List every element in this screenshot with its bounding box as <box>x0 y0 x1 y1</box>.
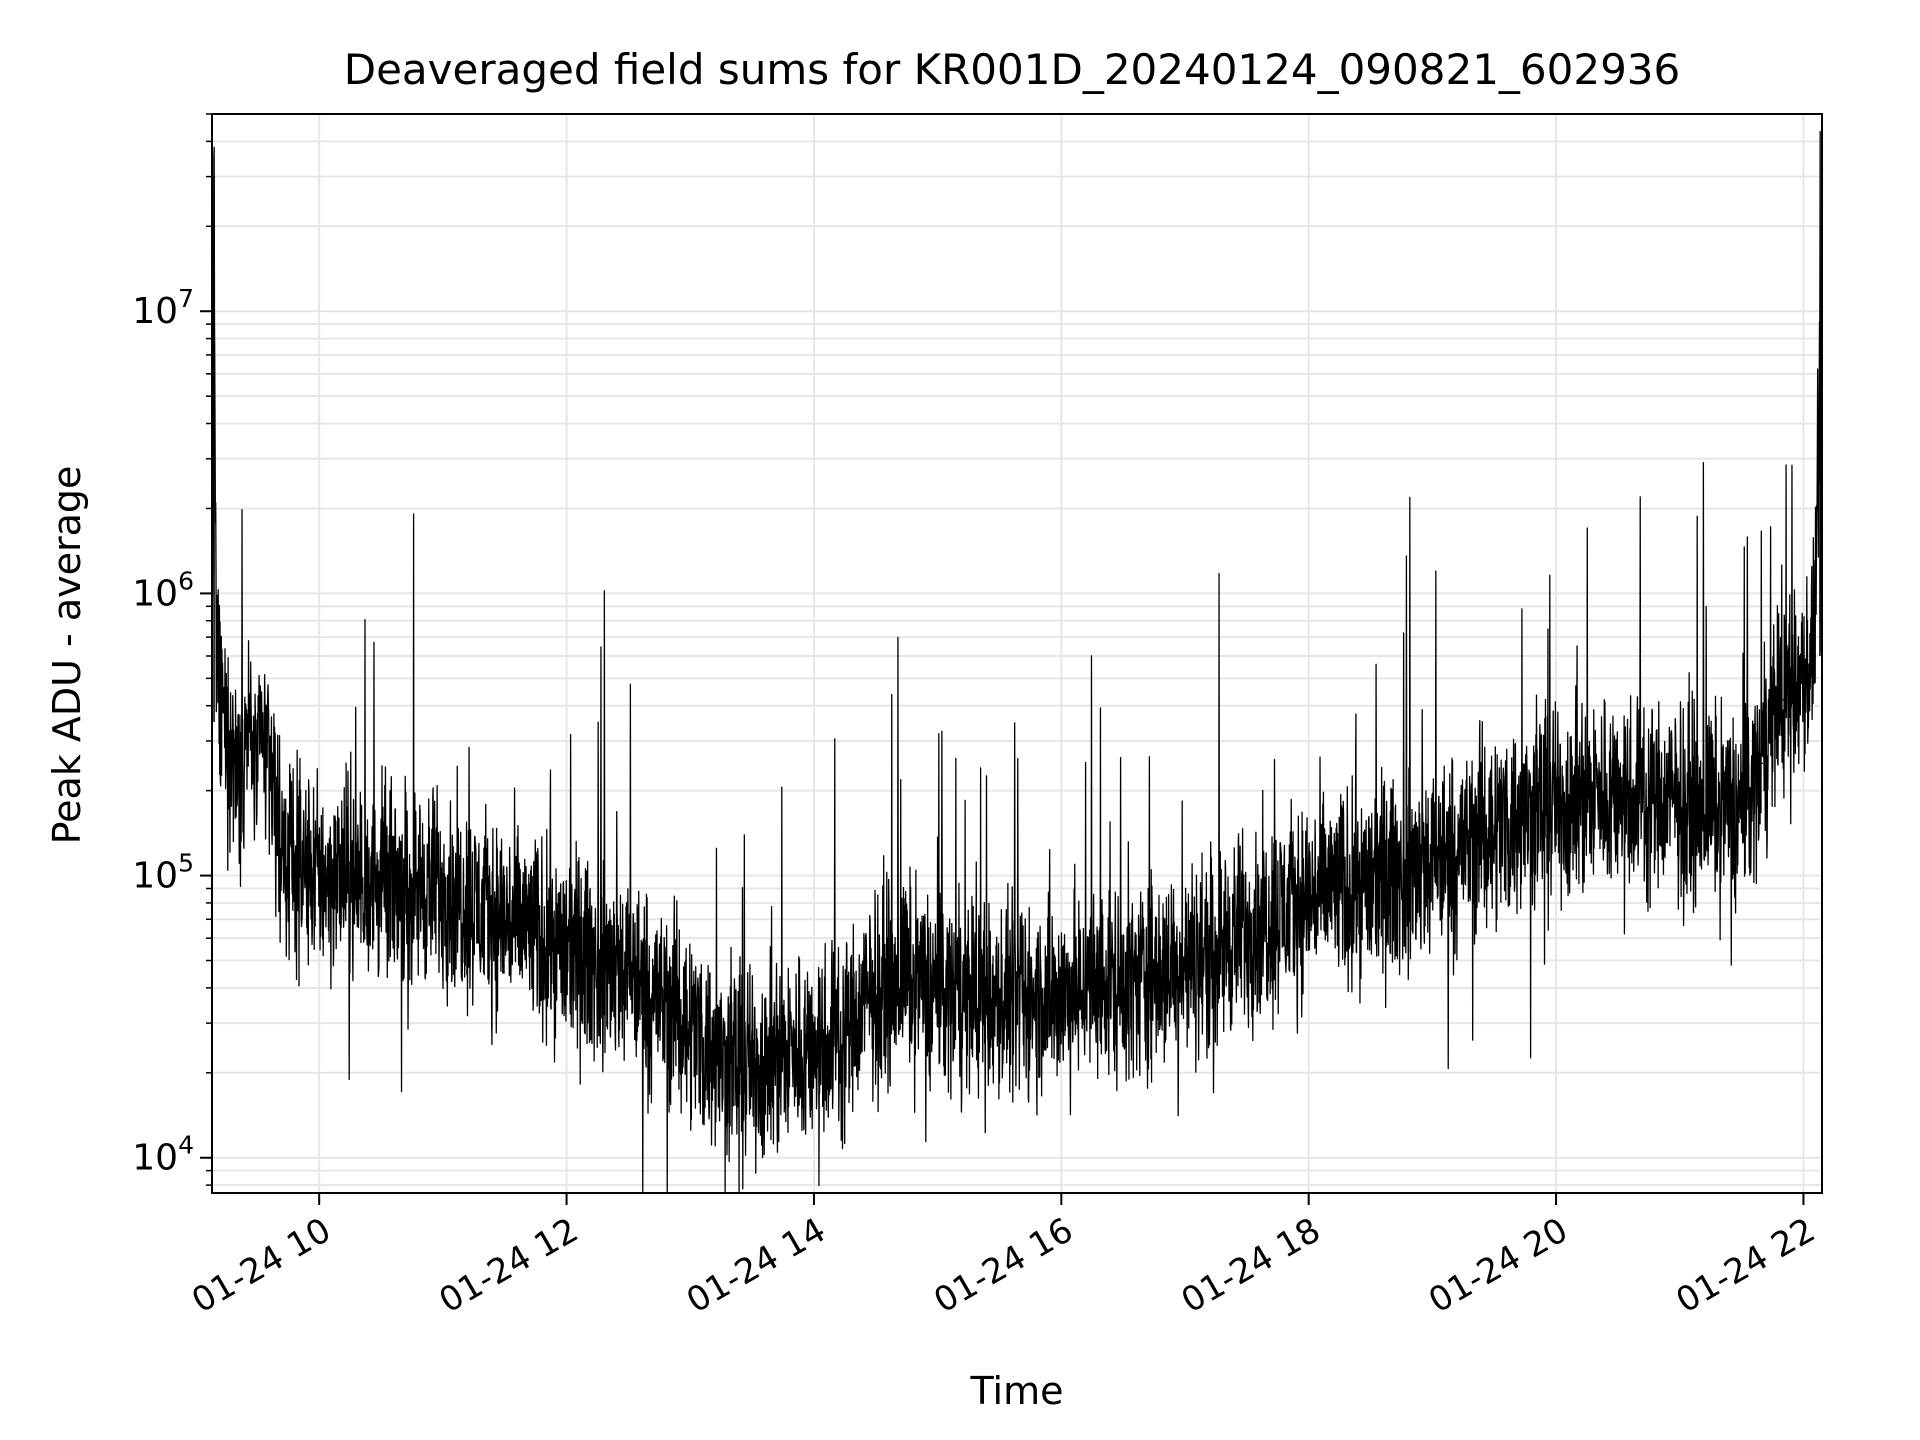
data-point <box>256 762 259 765</box>
y-tick-label: 105 <box>132 849 194 897</box>
data-point <box>844 1030 846 1033</box>
data-point <box>905 972 908 975</box>
data-point <box>1782 698 1784 701</box>
data-point <box>813 1044 815 1047</box>
data-point <box>1060 993 1063 995</box>
data-point <box>1307 894 1310 897</box>
data-point <box>318 874 320 877</box>
data-point <box>246 721 248 723</box>
data-point <box>442 887 444 890</box>
data-point <box>751 1066 753 1068</box>
data-point <box>782 1054 784 1057</box>
data-point <box>225 740 228 742</box>
data-point <box>1369 881 1372 883</box>
data-point <box>1493 825 1496 827</box>
data-point <box>689 1022 692 1024</box>
data-point <box>503 918 506 921</box>
data-point <box>1184 964 1186 967</box>
y-tick-label: 106 <box>132 566 194 614</box>
data-point <box>874 987 877 989</box>
data-point <box>1555 802 1557 805</box>
data-point <box>266 740 269 742</box>
data-point <box>215 655 217 657</box>
data-point <box>627 972 630 975</box>
data-point <box>565 948 568 950</box>
data-point <box>1122 981 1124 983</box>
x-axis-label: Time <box>970 1369 1064 1413</box>
data-point <box>1761 762 1764 765</box>
y-axis: 104 105 106 107 <box>132 113 212 1186</box>
data-point <box>277 825 279 827</box>
data-point <box>287 863 290 865</box>
data-point <box>1812 655 1815 657</box>
chart-title: Deaveraged field sums for KR001D_2024012… <box>344 45 1681 94</box>
data-point <box>1740 806 1743 808</box>
data-point <box>219 704 222 707</box>
data-point <box>1771 711 1774 713</box>
y-axis-label: Peak ADU - average <box>45 466 89 845</box>
plot-frame <box>211 113 1823 1194</box>
data-point <box>1431 863 1434 865</box>
y-tick-label: 107 <box>132 284 194 332</box>
y-tick-label: 104 <box>132 1131 194 1179</box>
data-point <box>998 1003 1001 1006</box>
data-point <box>936 987 939 989</box>
data-point <box>720 1060 722 1062</box>
data-point <box>235 762 238 765</box>
data-point <box>1678 799 1681 801</box>
data-point <box>1246 927 1248 930</box>
data-point <box>380 881 382 883</box>
plot-area <box>212 114 1822 1193</box>
data-point <box>1617 789 1619 792</box>
series-group <box>211 130 1823 1194</box>
data-point <box>1802 677 1805 680</box>
series-line <box>211 130 1823 1194</box>
